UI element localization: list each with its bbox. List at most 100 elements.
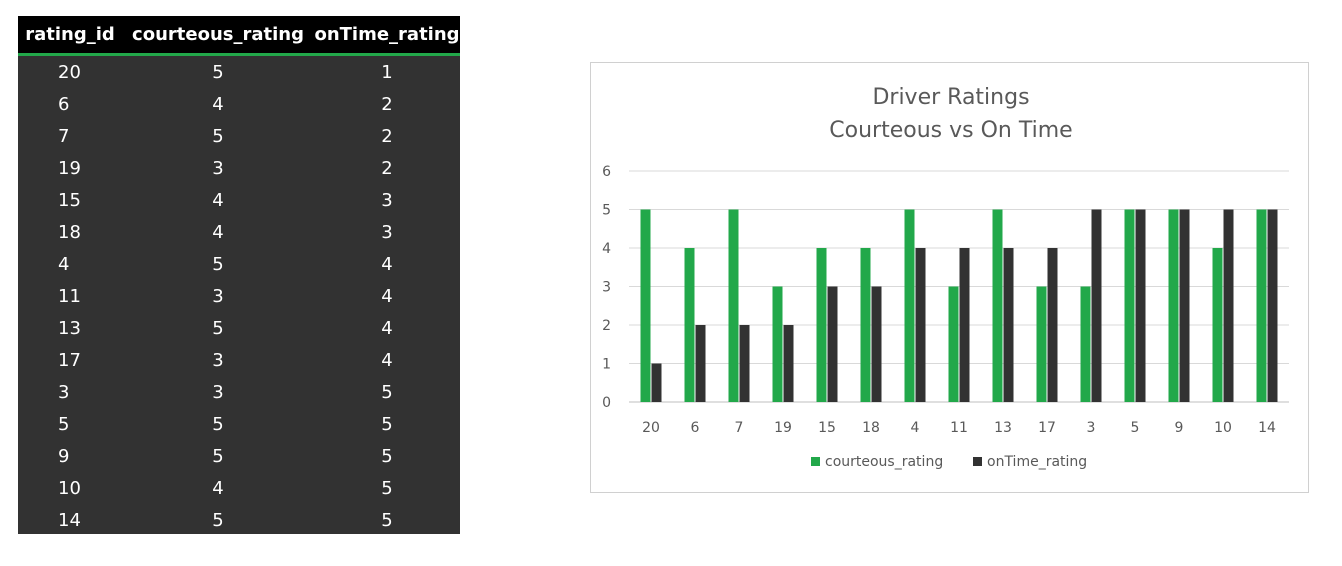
cell-rating-id[interactable]: 6 [58, 93, 70, 115]
cell-ontime-rating[interactable]: 4 [381, 253, 393, 275]
chart-canvas: Driver Ratings Courteous vs On Time 0 1 2 3… [602, 85, 1289, 470]
cell-courteous-rating[interactable]: 4 [212, 93, 224, 115]
bar-courteous-rating[interactable] [1212, 248, 1223, 402]
cell-rating-id[interactable]: 5 [58, 413, 70, 435]
header-courteous-rating[interactable]: courteous_rating [122, 16, 314, 56]
cell-ontime-rating[interactable]: 1 [381, 61, 393, 83]
legend-label[interactable]: courteous_rating [825, 454, 943, 470]
bar-onTime-rating[interactable] [1223, 209, 1234, 403]
bar-onTime-rating[interactable] [651, 363, 662, 403]
cell-rating-id[interactable]: 3 [58, 381, 70, 403]
chart-title-line-1: Driver Ratings [872, 85, 1029, 110]
cell-ontime-rating[interactable]: 2 [381, 93, 393, 115]
bar-onTime-rating[interactable] [1091, 209, 1102, 403]
cell-courteous-rating[interactable]: 5 [212, 445, 224, 467]
bar-onTime-rating[interactable] [1003, 248, 1014, 402]
cell-rating-id[interactable]: 9 [58, 445, 70, 467]
cell-courteous-rating[interactable]: 5 [212, 61, 224, 83]
header-ontime-rating[interactable]: onTime_rating [314, 16, 460, 56]
y-tick-label: 5 [602, 203, 611, 219]
cell-ontime-rating[interactable]: 2 [381, 157, 393, 179]
cell-rating-id[interactable]: 19 [58, 157, 81, 179]
bar-onTime-rating[interactable] [959, 248, 970, 402]
cell-courteous-rating[interactable]: 3 [212, 381, 224, 403]
x-tick-label: 19 [774, 420, 792, 436]
bar-courteous-rating[interactable] [1036, 286, 1047, 403]
cell-courteous-rating[interactable]: 3 [212, 285, 224, 307]
table-row: 5 5 5 [18, 408, 460, 440]
bar-courteous-rating[interactable] [1168, 209, 1179, 403]
legend-label[interactable]: onTime_rating [987, 454, 1087, 470]
bar-onTime-rating[interactable] [783, 325, 794, 402]
cell-rating-id[interactable]: 20 [58, 61, 81, 83]
bar-courteous-rating[interactable] [640, 209, 651, 403]
bar-onTime-rating[interactable] [695, 325, 706, 402]
table-row: 4 5 4 [18, 248, 460, 280]
cell-rating-id[interactable]: 18 [58, 221, 81, 243]
x-tick-label: 10 [1214, 420, 1232, 436]
table-row: 3 3 5 [18, 376, 460, 408]
cell-rating-id[interactable]: 13 [58, 317, 81, 339]
bar-courteous-rating[interactable] [904, 209, 915, 403]
bar-courteous-rating[interactable] [1080, 286, 1091, 403]
cell-rating-id[interactable]: 4 [58, 253, 70, 275]
x-tick-label: 20 [642, 420, 660, 436]
bar-courteous-rating[interactable] [772, 286, 783, 403]
cell-courteous-rating[interactable]: 5 [212, 413, 224, 435]
bar-courteous-rating[interactable] [992, 209, 1003, 403]
x-tick-label: 9 [1175, 420, 1184, 436]
cell-ontime-rating[interactable]: 5 [381, 413, 393, 435]
bar-onTime-rating[interactable] [1267, 209, 1278, 403]
bar-onTime-rating[interactable] [739, 325, 750, 402]
cell-courteous-rating[interactable]: 5 [212, 253, 224, 275]
cell-ontime-rating[interactable]: 4 [381, 349, 393, 371]
bar-courteous-rating[interactable] [1256, 209, 1267, 403]
cell-rating-id[interactable]: 7 [58, 125, 70, 147]
cell-ontime-rating[interactable]: 5 [381, 509, 393, 531]
table-row: 17 3 4 [18, 344, 460, 376]
x-tick-label: 11 [950, 420, 968, 436]
bar-onTime-rating[interactable] [827, 286, 838, 403]
bar-onTime-rating[interactable] [915, 248, 926, 402]
cell-courteous-rating[interactable]: 4 [212, 189, 224, 211]
cell-rating-id[interactable]: 17 [58, 349, 81, 371]
cell-courteous-rating[interactable]: 5 [212, 125, 224, 147]
cell-courteous-rating[interactable]: 3 [212, 349, 224, 371]
bar-onTime-rating[interactable] [1047, 248, 1058, 402]
cell-ontime-rating[interactable]: 5 [381, 381, 393, 403]
bar-courteous-rating[interactable] [728, 209, 739, 403]
chart-title-line-2: Courteous vs On Time [829, 118, 1072, 143]
x-tick-label: 6 [691, 420, 700, 436]
cell-courteous-rating[interactable]: 5 [212, 317, 224, 339]
cell-ontime-rating[interactable]: 3 [381, 221, 393, 243]
bar-courteous-rating[interactable] [684, 248, 695, 402]
cell-courteous-rating[interactable]: 3 [212, 157, 224, 179]
table-row: 20 5 1 [18, 55, 460, 89]
bar-onTime-rating[interactable] [1135, 209, 1146, 403]
legend-swatch [973, 457, 982, 466]
cell-rating-id[interactable]: 15 [58, 189, 81, 211]
cell-rating-id[interactable]: 10 [58, 477, 81, 499]
bar-courteous-rating[interactable] [860, 248, 871, 402]
table-row: 14 5 5 [18, 504, 460, 536]
bar-courteous-rating[interactable] [1124, 209, 1135, 403]
cell-ontime-rating[interactable]: 4 [381, 285, 393, 307]
cell-ontime-rating[interactable]: 4 [381, 317, 393, 339]
table-row: 11 3 4 [18, 280, 460, 312]
bar-onTime-rating[interactable] [871, 286, 882, 403]
header-rating-id[interactable]: rating_id [18, 16, 122, 56]
cell-ontime-rating[interactable]: 2 [381, 125, 393, 147]
cell-rating-id[interactable]: 11 [58, 285, 81, 307]
cell-courteous-rating[interactable]: 4 [212, 477, 224, 499]
bar-courteous-rating[interactable] [816, 248, 827, 402]
table-row: 9 5 5 [18, 440, 460, 472]
cell-ontime-rating[interactable]: 5 [381, 445, 393, 467]
cell-courteous-rating[interactable]: 4 [212, 221, 224, 243]
cell-rating-id[interactable]: 14 [58, 509, 81, 531]
bar-onTime-rating[interactable] [1179, 209, 1190, 403]
bar-courteous-rating[interactable] [948, 286, 959, 403]
x-tick-label: 14 [1258, 420, 1276, 436]
cell-ontime-rating[interactable]: 3 [381, 189, 393, 211]
cell-courteous-rating[interactable]: 5 [212, 509, 224, 531]
cell-ontime-rating[interactable]: 5 [381, 477, 393, 499]
